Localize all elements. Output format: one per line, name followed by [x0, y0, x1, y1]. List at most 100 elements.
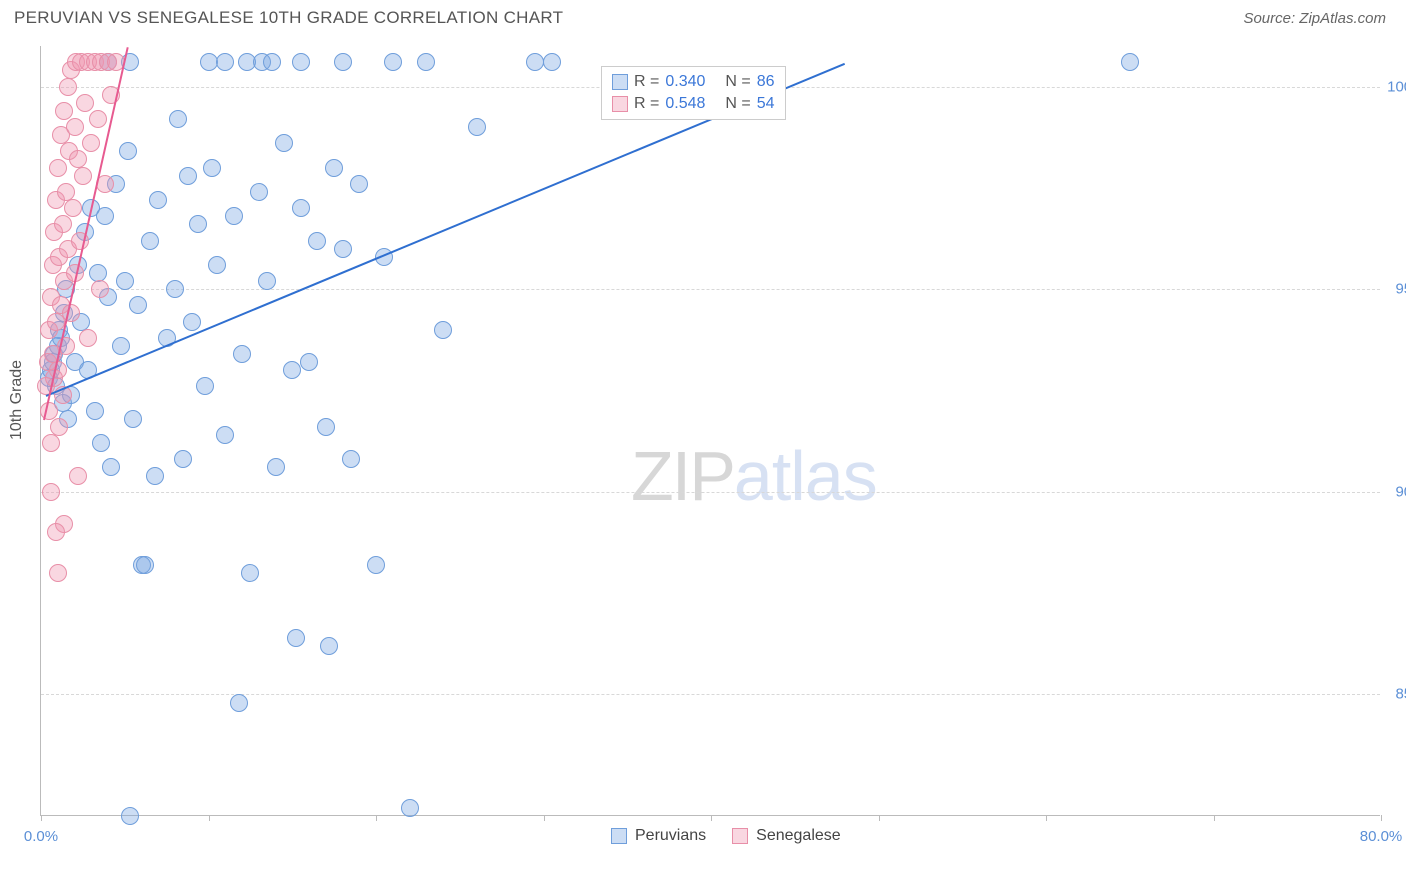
scatter-point [287, 629, 305, 647]
scatter-point [69, 467, 87, 485]
scatter-point [200, 53, 218, 71]
scatter-point [76, 94, 94, 112]
scatter-point [434, 321, 452, 339]
stats-box: R =0.340N =86R =0.548N =54 [601, 66, 786, 120]
x-tick [1381, 815, 1382, 821]
scatter-point [55, 102, 73, 120]
stat-label: R = [634, 73, 659, 91]
scatter-point [283, 361, 301, 379]
x-tick [1046, 815, 1047, 821]
x-tick [376, 815, 377, 821]
scatter-point [1121, 53, 1139, 71]
scatter-point [64, 199, 82, 217]
scatter-point [263, 53, 281, 71]
stat-value: 0.548 [665, 95, 705, 113]
scatter-point [342, 450, 360, 468]
scatter-point [241, 564, 259, 582]
x-tick [41, 815, 42, 821]
scatter-point [66, 118, 84, 136]
gridline [41, 492, 1380, 493]
chart-title: PERUVIAN VS SENEGALESE 10TH GRADE CORREL… [14, 8, 563, 28]
scatter-point [169, 110, 187, 128]
scatter-point [300, 353, 318, 371]
scatter-point [526, 53, 544, 71]
scatter-point [225, 207, 243, 225]
scatter-point [121, 807, 139, 825]
scatter-point [119, 142, 137, 160]
scatter-point [124, 410, 142, 428]
stat-value: 54 [757, 95, 775, 113]
scatter-point [59, 78, 77, 96]
scatter-point [308, 232, 326, 250]
scatter-point [116, 272, 134, 290]
scatter-point [258, 272, 276, 290]
legend-swatch [612, 74, 628, 90]
y-axis-label: 10th Grade [8, 360, 26, 440]
scatter-point [203, 159, 221, 177]
scatter-point [179, 167, 197, 185]
scatter-point [183, 313, 201, 331]
scatter-point [49, 361, 67, 379]
scatter-point [216, 53, 234, 71]
watermark-zip: ZIP [631, 437, 734, 515]
stat-label: R = [634, 95, 659, 113]
scatter-point [74, 167, 92, 185]
scatter-point [350, 175, 368, 193]
x-tick-label: 0.0% [24, 828, 58, 845]
scatter-point [129, 296, 147, 314]
x-tick [209, 815, 210, 821]
legend-swatch [732, 828, 748, 844]
scatter-point [320, 637, 338, 655]
scatter-point [317, 418, 335, 436]
x-tick [879, 815, 880, 821]
watermark-atlas: atlas [734, 437, 877, 515]
x-tick [1214, 815, 1215, 821]
scatter-point [50, 418, 68, 436]
y-tick-label: 100.0% [1386, 78, 1406, 95]
scatter-point [91, 280, 109, 298]
scatter-point [49, 564, 67, 582]
y-tick-label: 95.0% [1386, 281, 1406, 298]
scatter-point [292, 199, 310, 217]
stat-value: 0.340 [665, 73, 705, 91]
legend-label: Peruvians [635, 827, 706, 845]
y-tick-label: 85.0% [1386, 686, 1406, 703]
scatter-point [325, 159, 343, 177]
scatter-point [146, 467, 164, 485]
watermark: ZIPatlas [631, 436, 877, 516]
gridline [41, 289, 1380, 290]
scatter-point [92, 434, 110, 452]
scatter-point [468, 118, 486, 136]
chart-header: PERUVIAN VS SENEGALESE 10TH GRADE CORREL… [0, 0, 1406, 32]
legend-item: Senegalese [732, 827, 841, 845]
scatter-point [189, 215, 207, 233]
legend-swatch [611, 828, 627, 844]
scatter-point [196, 377, 214, 395]
scatter-point [112, 337, 130, 355]
legend-label: Senegalese [756, 827, 841, 845]
scatter-point [417, 53, 435, 71]
scatter-point [102, 458, 120, 476]
scatter-point [334, 240, 352, 258]
chart-source: Source: ZipAtlas.com [1243, 10, 1386, 27]
legend: Peruvians Senegalese [611, 827, 841, 845]
stat-value: 86 [757, 73, 775, 91]
scatter-point [208, 256, 226, 274]
scatter-point [42, 483, 60, 501]
scatter-point [79, 329, 97, 347]
scatter-point [233, 345, 251, 363]
scatter-point [401, 799, 419, 817]
x-tick-label: 80.0% [1360, 828, 1403, 845]
legend-item: Peruvians [611, 827, 706, 845]
scatter-point [543, 53, 561, 71]
scatter-point [166, 280, 184, 298]
scatter-point [141, 232, 159, 250]
scatter-point [275, 134, 293, 152]
scatter-point [54, 215, 72, 233]
x-tick [544, 815, 545, 821]
scatter-point [384, 53, 402, 71]
scatter-point [267, 458, 285, 476]
scatter-point [250, 183, 268, 201]
scatter-point [149, 191, 167, 209]
scatter-point [136, 556, 154, 574]
